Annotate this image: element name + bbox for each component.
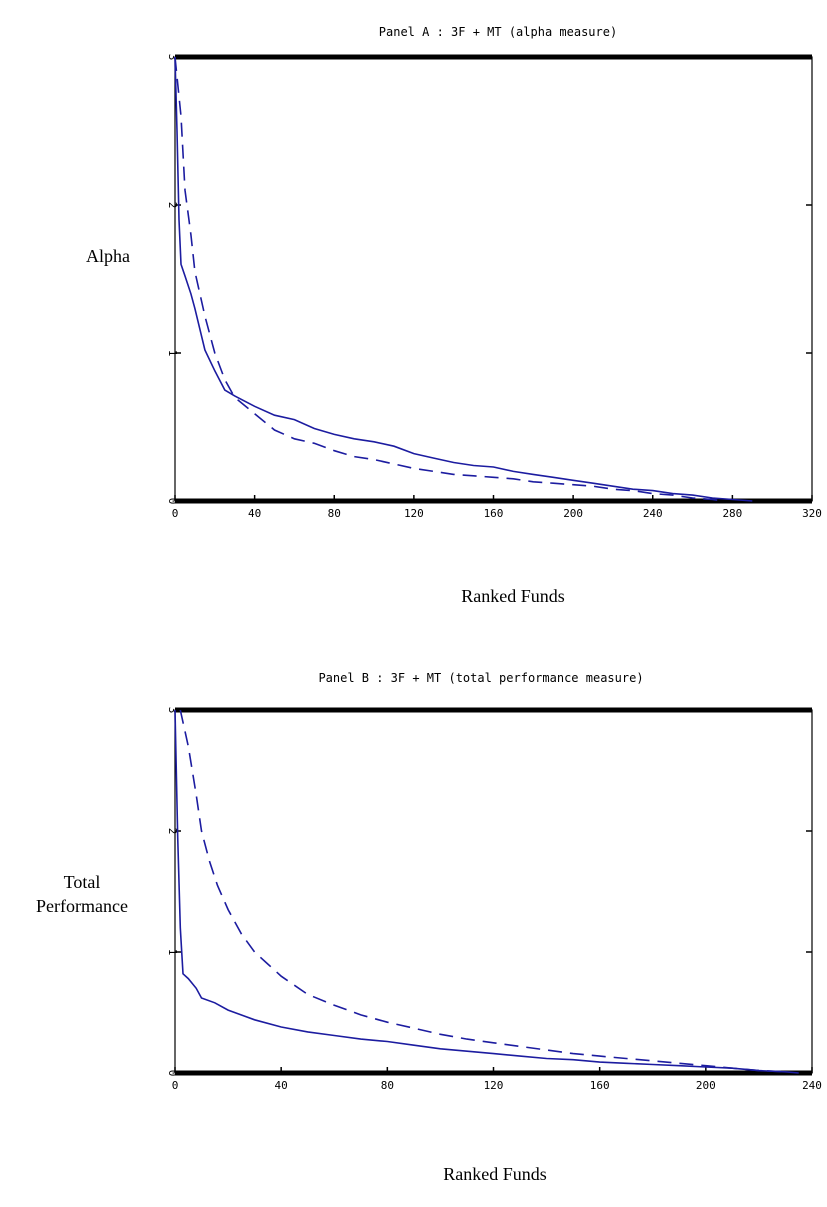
panel-a-x-tick-label: 120	[404, 507, 424, 520]
panel-a-y-tick-label: 0	[166, 498, 179, 505]
panel-a-axes-frame	[174, 56, 813, 502]
panel-a-title: Panel A : 3F + MT (alpha measure)	[379, 25, 617, 39]
panel-a-x-tick-label: 40	[248, 507, 261, 520]
panel-a-series-dashed-line	[174, 56, 723, 502]
panel-a-y-tick-label: 3	[166, 54, 179, 61]
panel-b-y-tick-label: 1	[166, 949, 179, 956]
panel-b-series-dashed-line	[179, 709, 786, 1073]
panel-a-x-tick-label: 200	[563, 507, 583, 520]
panel-b: Panel B : 3F + MT (total performance mea…	[36, 671, 822, 1184]
panel-a-x-tick-label: 240	[643, 507, 663, 520]
panel-b-title: Panel B : 3F + MT (total performance mea…	[318, 671, 643, 685]
panel-a: Panel A : 3F + MT (alpha measure) Alpha …	[86, 25, 822, 606]
panel-b-axes-frame	[174, 709, 813, 1074]
panel-b-x-tick-label: 80	[381, 1079, 394, 1092]
panel-a-y-tick-label: 2	[166, 202, 179, 209]
panel-a-x-tick-label: 0	[172, 507, 179, 520]
panel-b-y-tick-label: 3	[166, 707, 179, 714]
panel-a-x-tick-label: 160	[484, 507, 504, 520]
panel-b-y-tick-label: 2	[166, 828, 179, 835]
panel-b-series-solid-line	[174, 709, 799, 1074]
panel-a-y-tick-label: 1	[166, 350, 179, 357]
panel-b-x-tick-label: 240	[802, 1079, 822, 1092]
panel-b-x-tick-label: 200	[696, 1079, 716, 1092]
panel-b-x-axis-label: Ranked Funds	[443, 1164, 547, 1184]
panel-a-y-axis-label: Alpha	[86, 246, 130, 266]
panel-a-x-tick-label: 280	[722, 507, 742, 520]
panel-b-plot-area: 0 40 80 120 160 200 240 0 1 2 3	[166, 707, 822, 1092]
panel-b-x-tick-label: 0	[172, 1079, 179, 1092]
panel-a-series-solid-line	[174, 56, 753, 502]
panel-a-x-tick-label: 80	[328, 507, 341, 520]
panel-b-y-tick-label: 0	[166, 1070, 179, 1077]
panel-b-y-axis-label-line-1: Total	[64, 872, 101, 892]
panel-b-y-axis-label-line-2: Performance	[36, 896, 128, 916]
panel-b-x-tick-label: 120	[484, 1079, 504, 1092]
panel-a-x-axis-label: Ranked Funds	[461, 586, 565, 606]
panel-b-x-tick-label: 40	[275, 1079, 288, 1092]
panel-a-x-tick-label: 320	[802, 507, 822, 520]
panel-a-plot-area: 0 40 80 120 160 200 240 280 320 0 1 2 3	[166, 54, 822, 520]
panel-b-x-tick-label: 160	[590, 1079, 610, 1092]
